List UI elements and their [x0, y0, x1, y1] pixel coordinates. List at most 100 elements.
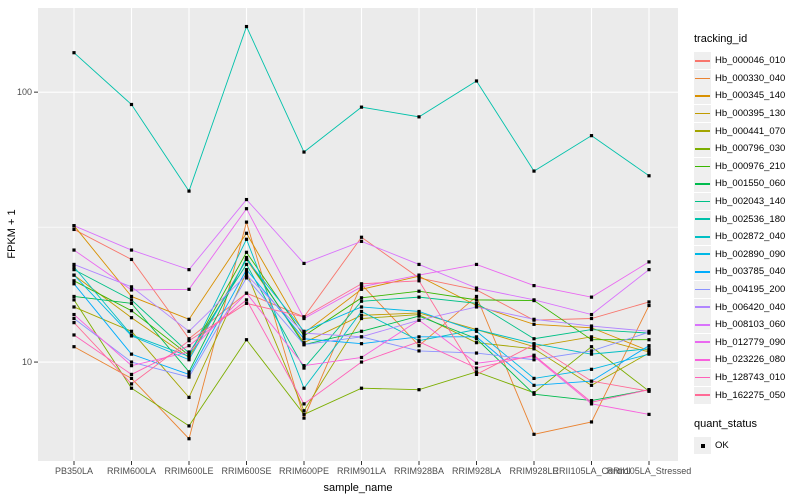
- legend-item-Hb_000046_010: Hb_000046_010: [694, 52, 800, 70]
- x-tick-label: PB350LA: [55, 466, 93, 476]
- legend-line-swatch: [695, 130, 710, 133]
- data-point: [532, 347, 536, 351]
- legend-item-label: Hb_002043_140: [715, 196, 786, 208]
- data-point: [72, 262, 76, 267]
- data-point: [72, 224, 76, 228]
- legend-item-Hb_002890_090: Hb_002890_090: [694, 245, 800, 264]
- data-point: [129, 334, 134, 338]
- legend-item-label: Hb_000046_010: [715, 55, 786, 67]
- data-point: [302, 341, 306, 345]
- data-point: [244, 250, 249, 254]
- data-point: [647, 303, 651, 308]
- legend-key-icon: [694, 87, 711, 105]
- data-point: [417, 309, 421, 314]
- data-point: [244, 338, 249, 342]
- data-point: [474, 366, 479, 370]
- legend-item-label: Hb_002872_040: [715, 231, 786, 243]
- data-point: [244, 262, 249, 267]
- data-point: [359, 316, 364, 321]
- data-point: [72, 298, 76, 302]
- legend-item-label: Hb_128743_010: [715, 371, 786, 383]
- data-point: [417, 349, 421, 353]
- legend-item-Hb_023226_080: Hb_023226_080: [694, 351, 800, 369]
- data-point: [589, 349, 594, 353]
- x-tick-label: RRII105LA_Stressed: [607, 466, 692, 476]
- data-point: [359, 313, 364, 317]
- data-point: [187, 372, 191, 377]
- data-point: [359, 329, 364, 333]
- legend-item-Hb_000345_140: Hb_000345_140: [694, 87, 800, 105]
- legend-items: Hb_000046_010 Hb_000330_040 Hb_000345_140 H…: [694, 52, 800, 404]
- data-point: [589, 345, 594, 349]
- legend-item-Hb_000395_130: Hb_000395_130: [694, 105, 800, 123]
- data-point: [187, 395, 191, 399]
- data-point: [244, 237, 249, 241]
- data-point: [589, 335, 594, 339]
- data-point: [72, 316, 76, 321]
- data-point: [359, 342, 364, 346]
- legend-item-label: Hb_006420_040: [715, 301, 786, 313]
- x-tick-label: RRIM600LE: [164, 466, 213, 476]
- data-point: [187, 189, 191, 193]
- data-point: [532, 376, 536, 380]
- plot-panel: [38, 8, 678, 461]
- data-point: [129, 257, 134, 262]
- legend-key-icon: [694, 210, 711, 228]
- data-point: [417, 318, 421, 322]
- data-point: [474, 286, 479, 290]
- data-point: [302, 334, 306, 338]
- data-point: [359, 386, 364, 390]
- data-point: [302, 386, 306, 390]
- legend-item-label: Hb_008103_060: [715, 319, 786, 331]
- data-point: [72, 345, 76, 349]
- data-point: [187, 317, 191, 321]
- data-point: [187, 375, 191, 379]
- data-point: [129, 386, 134, 390]
- legend-quant-section: quant_status OK: [694, 418, 800, 455]
- legend-item-Hb_002536_180: Hb_002536_180: [694, 210, 800, 228]
- legend-line-swatch: [695, 376, 710, 379]
- data-point: [302, 402, 306, 406]
- legend-item-label: Hb_012779_090: [715, 336, 786, 348]
- data-point: [359, 296, 364, 300]
- data-point: [647, 389, 651, 393]
- legend-item-Hb_002043_140: Hb_002043_140: [694, 193, 800, 211]
- data-point: [474, 337, 479, 341]
- data-point: [532, 298, 536, 302]
- legend-item-Hb_162275_050: Hb_162275_050: [694, 386, 800, 404]
- data-point: [129, 352, 134, 356]
- data-point: [359, 299, 364, 303]
- data-point: [474, 305, 479, 309]
- legend-item-label: Hb_000441_070: [715, 125, 786, 137]
- x-axis-title: sample_name: [323, 482, 392, 494]
- data-point: [244, 197, 249, 202]
- data-point: [302, 343, 306, 347]
- data-point: [244, 255, 249, 260]
- legend-key-icon: [694, 281, 711, 299]
- data-point: [129, 309, 134, 313]
- legend-item-label: Hb_002890_090: [715, 248, 786, 260]
- data-point: [359, 285, 364, 289]
- legend-item-Hb_012779_090: Hb_012779_090: [694, 333, 800, 352]
- data-point: [474, 262, 479, 267]
- x-tick-label: RRIM928LE: [509, 466, 558, 476]
- legend-line-swatch: [695, 112, 710, 115]
- data-point: [129, 376, 134, 380]
- legend-key-icon: [694, 52, 711, 70]
- data-point: [589, 324, 594, 328]
- data-point: [647, 338, 651, 342]
- data-point: [359, 235, 364, 239]
- data-point: [359, 305, 364, 309]
- axis-tick-labels: PB350LA RRIM600LA RRIM600LE RRIM600SE RRIM60…: [17, 87, 691, 476]
- legend-item-Hb_000330_040: Hb_000330_040: [694, 69, 800, 88]
- legend-key-icon: [694, 228, 711, 246]
- legend-line-swatch: [695, 147, 710, 150]
- legend-line-swatch: [695, 218, 710, 220]
- legend-key-icon: [694, 333, 711, 351]
- legend-title-tracking-id: tracking_id: [694, 33, 748, 45]
- data-point: [474, 335, 479, 339]
- legend-key-icon: [694, 316, 711, 334]
- legend-title-quant-status: quant_status: [694, 417, 757, 430]
- legend-item-Hb_001550_060: Hb_001550_060: [694, 175, 800, 193]
